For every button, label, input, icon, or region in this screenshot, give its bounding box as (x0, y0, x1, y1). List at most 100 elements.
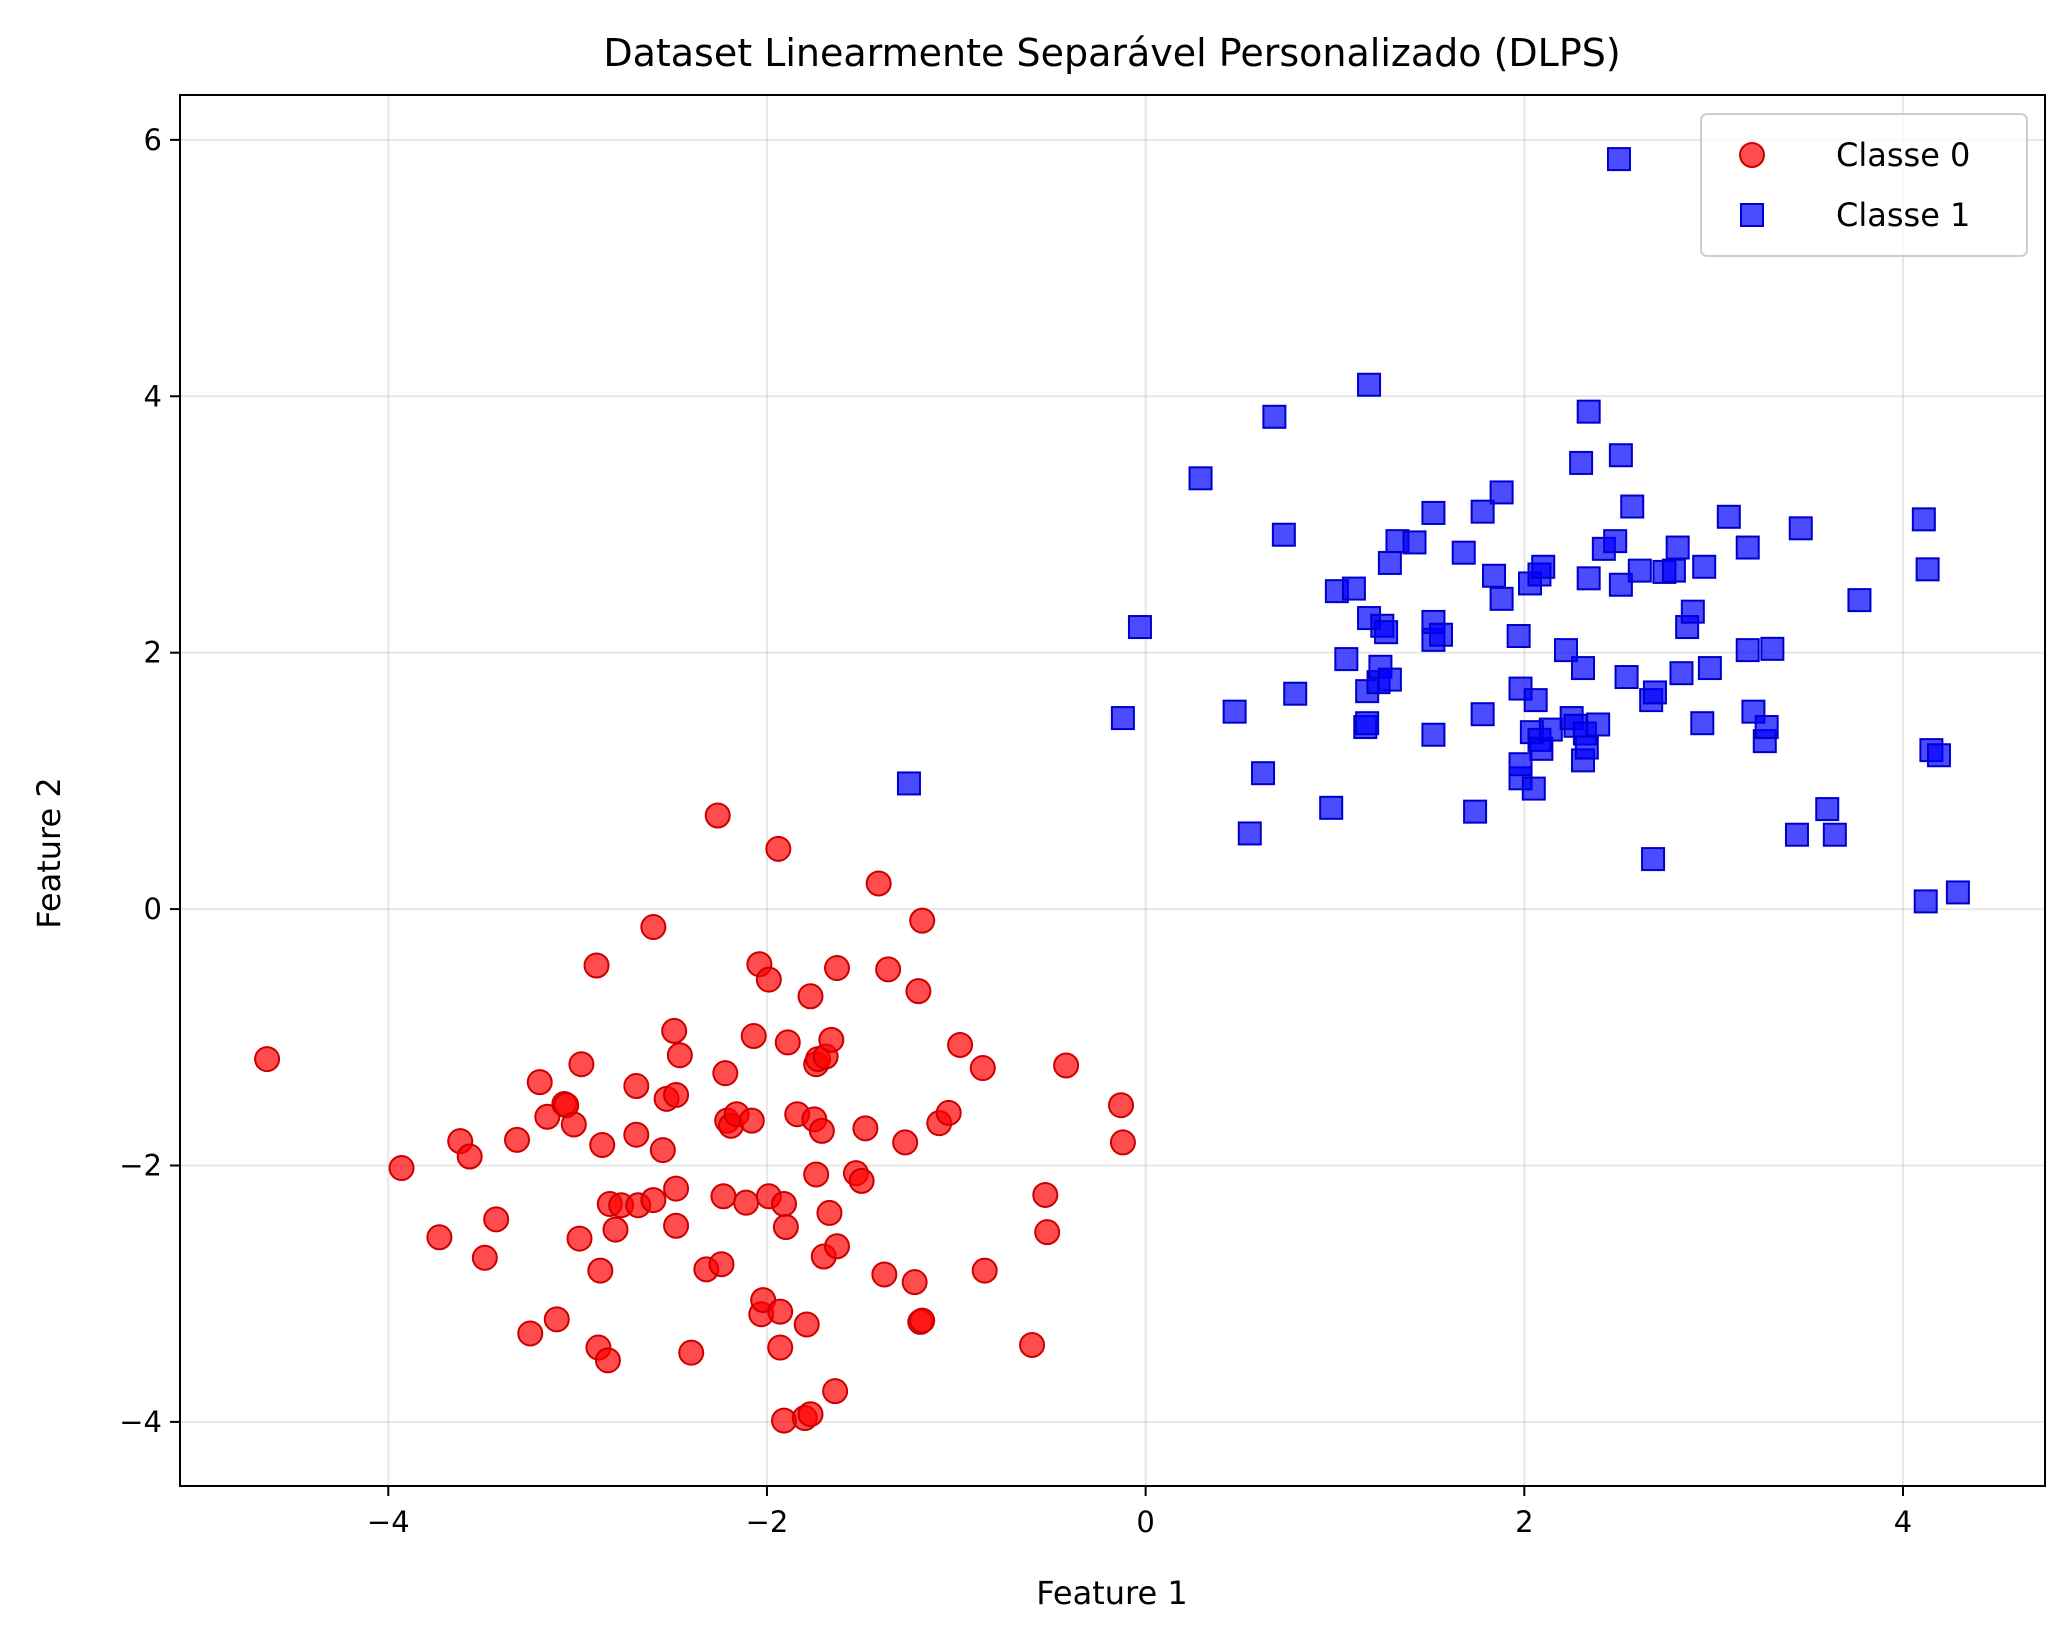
data-point-classe-0 (543, 1306, 570, 1333)
data-point-classe-0 (712, 1060, 739, 1087)
data-point-classe-0 (852, 1115, 879, 1142)
legend-marker-classe-1 (1740, 203, 1764, 227)
data-point-classe-0 (678, 1339, 705, 1366)
data-point-classe-1 (1574, 735, 1599, 760)
series-classe-0 (254, 802, 1136, 1434)
data-point-classe-1 (1822, 822, 1847, 847)
data-point-classe-0 (816, 1199, 843, 1226)
data-point-classe-0 (566, 1225, 593, 1252)
data-point-classe-0 (471, 1244, 498, 1271)
data-point-classe-1 (1489, 480, 1514, 505)
legend-box (1700, 113, 2028, 257)
data-point-classe-0 (254, 1046, 281, 1073)
data-point-classe-0 (971, 1257, 998, 1284)
data-point-classe-1 (1606, 147, 1631, 172)
data-point-classe-1 (1641, 847, 1666, 872)
data-point-classe-1 (1538, 717, 1563, 742)
data-point-classe-1 (1319, 795, 1344, 820)
data-series (254, 147, 1970, 1434)
data-point-classe-1 (1576, 399, 1601, 424)
y-tick-label: 0 (144, 892, 162, 926)
data-point-classe-0 (733, 1189, 760, 1216)
data-point-classe-0 (710, 1183, 737, 1210)
data-point-classe-0 (905, 978, 932, 1005)
data-point-classe-0 (388, 1155, 415, 1182)
plot-area-frame (179, 94, 2046, 1487)
data-point-classe-1 (1665, 535, 1690, 560)
data-point-classe-0 (818, 1026, 845, 1053)
data-point-classe-1 (1735, 638, 1760, 663)
y-tick-label: 2 (144, 636, 162, 670)
x-tick-label: 0 (1136, 1505, 1154, 1539)
data-point-classe-1 (1421, 500, 1446, 525)
data-point-classe-0 (560, 1111, 587, 1138)
data-point-classe-1 (1482, 563, 1507, 588)
legend: Classe 0 Classe 1 (1700, 113, 2028, 257)
data-point-classe-1 (1926, 743, 1951, 768)
data-point-classe-0 (640, 914, 667, 941)
data-point-classe-1 (1421, 722, 1446, 747)
data-point-classe-1 (1262, 404, 1287, 429)
data-point-classe-1 (1784, 822, 1809, 847)
data-point-classe-0 (871, 1261, 898, 1288)
data-point-classe-0 (649, 1137, 676, 1164)
data-point-classe-1 (1661, 558, 1686, 583)
data-point-classe-0 (755, 966, 782, 993)
data-point-classe-0 (770, 1190, 797, 1217)
data-point-classe-1 (1374, 620, 1399, 645)
data-point-classe-1 (1690, 711, 1715, 736)
data-point-classe-1 (1531, 554, 1556, 579)
data-point-classe-0 (661, 1017, 688, 1044)
data-point-classe-1 (1237, 821, 1262, 846)
data-point-classe-1 (1576, 566, 1601, 591)
data-point-classe-1 (1680, 599, 1705, 624)
data-point-classe-1 (1911, 507, 1936, 532)
data-point-classe-1 (1377, 550, 1402, 575)
data-point-classe-1 (1127, 615, 1152, 640)
data-point-classe-1 (1489, 586, 1514, 611)
data-point-classe-1 (1754, 715, 1779, 740)
data-point-classe-0 (568, 1051, 595, 1078)
data-point-classe-0 (663, 1081, 690, 1108)
data-point-classe-1 (1569, 450, 1594, 475)
data-point-classe-1 (1357, 372, 1382, 397)
data-point-classe-0 (892, 1129, 919, 1156)
data-point-classe-1 (1945, 880, 1970, 905)
data-point-classe-0 (623, 1121, 650, 1148)
data-point-classe-1 (1608, 443, 1633, 468)
data-point-classe-0 (1108, 1092, 1135, 1119)
data-point-classe-0 (526, 1069, 553, 1096)
y-axis-title: Feature 2 (30, 777, 68, 928)
legend-marker-classe-0 (1739, 142, 1765, 168)
data-point-classe-1 (1463, 799, 1488, 824)
data-point-classe-0 (738, 1107, 765, 1134)
data-point-classe-1 (1341, 576, 1366, 601)
data-point-classe-0 (772, 1214, 799, 1241)
data-point-classe-0 (774, 1029, 801, 1056)
data-point-classe-1 (1523, 688, 1548, 713)
data-point-classe-1 (1608, 572, 1633, 597)
data-point-classe-0 (740, 1023, 767, 1050)
data-point-classe-0 (797, 983, 824, 1010)
data-point-classe-0 (969, 1055, 996, 1082)
data-point-classe-0 (909, 907, 936, 934)
data-point-classe-1 (1451, 540, 1476, 565)
data-point-classe-1 (1692, 554, 1717, 579)
x-tick-label: 4 (1894, 1505, 1912, 1539)
data-point-classe-1 (1788, 516, 1813, 541)
data-point-classe-1 (1429, 622, 1454, 647)
x-tick-label: −4 (367, 1505, 410, 1539)
data-point-classe-0 (935, 1099, 962, 1126)
data-point-classe-1 (1760, 636, 1785, 661)
data-point-classe-1 (1334, 647, 1359, 672)
chart-title: Dataset Linearmente Separável Personaliz… (603, 31, 1620, 75)
data-point-classe-1 (1110, 706, 1135, 731)
data-point-classe-1 (1847, 588, 1872, 613)
data-point-classe-0 (909, 1307, 936, 1334)
data-point-classe-1 (1697, 656, 1722, 681)
data-point-classe-0 (767, 1334, 794, 1361)
data-point-classe-0 (803, 1161, 830, 1188)
data-point-classe-1 (1614, 665, 1639, 690)
data-point-classe-1 (1586, 712, 1611, 737)
data-point-classe-1 (1642, 680, 1667, 705)
